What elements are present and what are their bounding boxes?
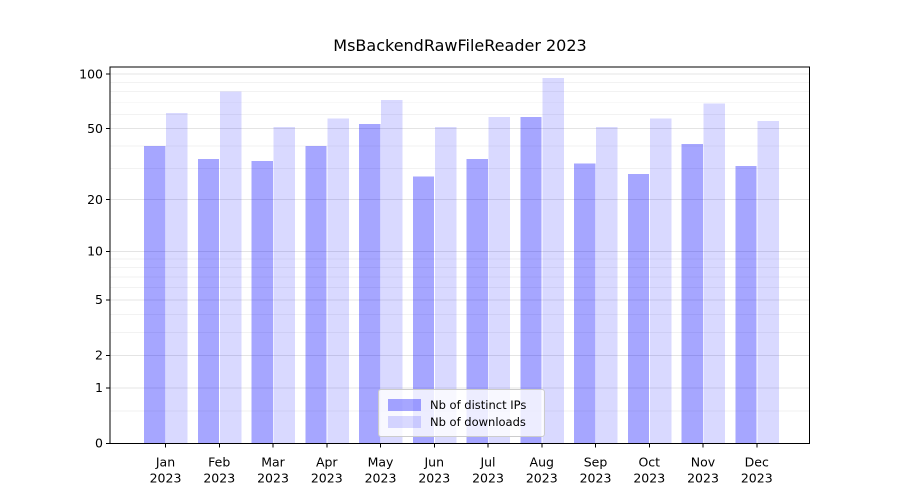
x-tick-label-year: 2023	[741, 471, 773, 486]
bar-downloads-dec	[757, 121, 779, 444]
bar-distinct-ips-feb	[197, 158, 220, 444]
bar-distinct-ips-sep	[574, 163, 596, 444]
y-tick-label: 20	[87, 192, 103, 207]
x-tick-label-month: Oct	[638, 455, 660, 470]
y-tick-label: 5	[95, 292, 103, 307]
bar-distinct-ips-nov	[681, 144, 703, 444]
legend-label-distinct-ips: Nb of distinct IPs	[430, 397, 527, 412]
x-tick-label-year: 2023	[472, 471, 504, 486]
x-tick-label-month: Jan	[155, 455, 175, 470]
x-tick-label-year: 2023	[580, 471, 612, 486]
bar-distinct-ips-apr	[305, 146, 327, 444]
bar-downloads-oct	[649, 118, 672, 444]
bar-downloads-sep	[596, 127, 618, 444]
bar-distinct-ips-oct	[627, 173, 650, 444]
x-tick-label-year: 2023	[687, 471, 719, 486]
x-tick-label-year: 2023	[365, 471, 397, 486]
x-tick-label-month: Mar	[261, 455, 285, 470]
x-tick-label-month: Feb	[208, 455, 230, 470]
x-tick-label-year: 2023	[633, 471, 665, 486]
legend-row-downloads: Nb of downloads	[388, 413, 535, 430]
x-tick-label-year: 2023	[203, 471, 235, 486]
bar-downloads-nov	[703, 103, 726, 444]
legend-row-distinct-ips: Nb of distinct IPs	[388, 396, 535, 413]
chart-title: MsBackendRawFileReader 2023	[333, 36, 587, 55]
legend-swatch-distinct-ips	[388, 398, 421, 411]
bar-distinct-ips-jan	[144, 146, 166, 444]
bar-downloads-feb	[219, 91, 242, 444]
bar-downloads-jul	[488, 117, 511, 444]
y-tick-label: 1	[95, 380, 103, 395]
plot-border	[109, 66, 810, 444]
x-tick-label-month: May	[368, 455, 394, 470]
x-tick-label-year: 2023	[418, 471, 450, 486]
bar-downloads-aug	[542, 78, 564, 444]
bar-downloads-jun	[434, 127, 457, 444]
x-tick-label-month: Aug	[530, 455, 554, 470]
x-tick-label-month: Jun	[423, 455, 444, 470]
y-tick-label: 2	[95, 348, 103, 363]
legend-swatch-downloads	[388, 415, 421, 428]
bar-distinct-ips-dec	[735, 165, 757, 444]
bar-distinct-ips-jun	[412, 176, 435, 444]
bar-downloads-jan	[166, 113, 188, 444]
bar-distinct-ips-jul	[466, 158, 488, 444]
bar-distinct-ips-may	[359, 124, 381, 444]
x-tick-label-year: 2023	[150, 471, 182, 486]
legend: Nb of distinct IPs Nb of downloads	[378, 389, 545, 437]
y-tick-label: 100	[79, 66, 103, 81]
y-tick-label: 50	[87, 121, 103, 136]
x-tick-label-year: 2023	[257, 471, 289, 486]
x-tick-label-month: Apr	[316, 455, 338, 470]
y-tick-label: 0	[95, 436, 103, 451]
x-tick-label-year: 2023	[526, 471, 558, 486]
x-tick-label-year: 2023	[311, 471, 343, 486]
bar-downloads-mar	[273, 127, 296, 444]
bar-downloads-apr	[327, 118, 349, 444]
bar-downloads-may	[381, 99, 403, 444]
bar-distinct-ips-aug	[520, 117, 542, 444]
x-tick-label-month: Sep	[584, 455, 608, 470]
x-tick-label-month: Jul	[479, 455, 495, 470]
y-tick-label: 10	[87, 244, 103, 259]
x-tick-label-month: Dec	[745, 455, 769, 470]
x-tick-label-month: Nov	[691, 455, 716, 470]
legend-label-downloads: Nb of downloads	[430, 414, 526, 429]
bar-distinct-ips-mar	[251, 161, 273, 444]
